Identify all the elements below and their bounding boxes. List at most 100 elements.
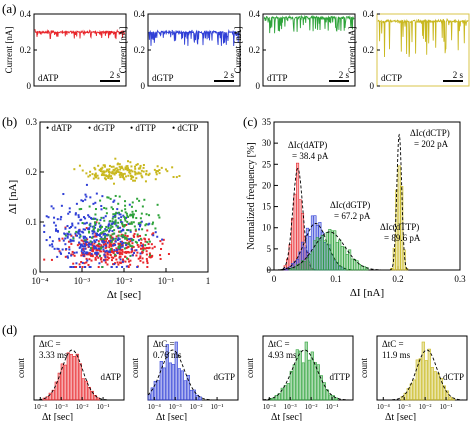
data-point-dGTP: [102, 216, 105, 219]
dwell-bar-dATP: [69, 353, 73, 401]
data-point-dATP: [110, 256, 113, 259]
data-point-dTTP: [102, 230, 105, 233]
data-point-dGTP: [120, 216, 123, 219]
data-point-dGTP: [135, 249, 138, 252]
data-point-dATP: [145, 257, 148, 260]
data-point-dATP: [126, 242, 129, 245]
data-point-dCTP: [121, 166, 124, 169]
data-point-dGTP: [94, 240, 97, 243]
legend-entry-dATP: • dATP: [46, 123, 72, 133]
dwell-bar-dTTP: [304, 341, 308, 401]
data-point-dCTP: [135, 177, 138, 180]
data-point-dATP: [93, 242, 96, 245]
data-point-dGTP: [94, 201, 97, 204]
data-point-dTTP: [134, 209, 137, 212]
dwell-bar-dTTP: [301, 362, 305, 401]
data-point-dATP: [137, 257, 140, 260]
current-trace-dATP: [34, 28, 126, 40]
data-point-dATP: [123, 251, 126, 254]
data-point-dTTP: [96, 230, 99, 233]
data-point-dCTP: [129, 172, 132, 175]
data-point-dATP: [110, 250, 113, 253]
data-point-dGTP: [102, 232, 105, 235]
data-point-dCTP: [134, 173, 137, 176]
y-axis-label: Current [nA]: [4, 27, 14, 74]
data-point-dGTP: [112, 215, 115, 218]
data-point-dGTP: [95, 251, 98, 254]
data-point-dGTP: [105, 249, 108, 252]
data-point-dGTP: [57, 230, 60, 233]
data-point-dCTP: [140, 169, 143, 172]
data-point-dTTP: [101, 266, 104, 268]
data-point-dATP: [126, 239, 129, 242]
data-point-dTTP: [114, 212, 117, 215]
histogram-bar-dATP: [291, 218, 295, 271]
data-point-dATP: [132, 234, 135, 237]
data-point-dTTP: [111, 217, 114, 220]
dwell-bar-dCTP: [439, 378, 443, 401]
data-point-dTTP: [114, 194, 117, 197]
data-point-dGTP: [122, 235, 125, 238]
x-axis-label: ΔI [nA]: [350, 287, 384, 299]
data-point-dGTP: [84, 252, 87, 255]
data-point-dATP: [85, 261, 88, 264]
data-point-dATP: [99, 250, 102, 253]
data-point-dATP: [121, 248, 124, 251]
dwell-name-dGTP: dGTP: [213, 372, 235, 382]
data-point-dATP: [120, 252, 123, 255]
data-point-dGTP: [82, 216, 85, 219]
data-point-dATP: [140, 247, 143, 250]
data-point-dGTP: [87, 228, 90, 231]
data-point-dTTP: [111, 233, 114, 236]
data-point-dATP: [108, 241, 111, 244]
data-point-dGTP: [75, 262, 78, 265]
data-point-dTTP: [151, 223, 154, 226]
data-point-dTTP: [158, 216, 161, 219]
data-point-dATP: [97, 245, 100, 248]
data-point-dTTP: [124, 241, 127, 244]
dwell-bar-dTTP: [298, 350, 302, 401]
data-point-dGTP: [82, 252, 85, 255]
data-point-dATP: [67, 240, 70, 243]
data-point-dGTP: [79, 266, 82, 268]
data-point-dTTP: [112, 213, 115, 216]
data-point-dGTP: [103, 259, 106, 262]
data-point-dATP: [103, 239, 106, 242]
data-point-dGTP: [73, 251, 76, 254]
data-point-dATP: [121, 244, 124, 247]
data-point-dGTP: [103, 253, 106, 256]
data-point-dTTP: [123, 217, 126, 220]
histogram-bar-dTTP: [310, 251, 314, 271]
data-point-dGTP: [70, 254, 73, 257]
data-point-dATP: [141, 257, 144, 260]
data-point-dCTP: [112, 168, 115, 171]
data-point-dGTP: [95, 247, 98, 250]
dwell-fit-dGTP: [147, 349, 238, 401]
dwell-bar-dCTP: [430, 367, 434, 401]
data-point-dTTP: [104, 237, 107, 240]
annotation-value-dATP: = 38.4 pA: [292, 151, 329, 161]
data-point-dATP: [72, 253, 75, 256]
data-point-dGTP: [78, 229, 81, 232]
y-tick-label: 0.2: [363, 45, 374, 55]
data-point-dATP: [144, 247, 147, 250]
y-tick-label: 30: [262, 138, 272, 148]
data-point-dGTP: [99, 224, 102, 227]
data-point-dCTP: [111, 170, 114, 173]
data-point-dATP: [130, 251, 133, 254]
data-point-dGTP: [154, 231, 157, 234]
data-point-dTTP: [144, 233, 147, 236]
data-point-dGTP: [84, 245, 87, 248]
data-point-dCTP: [154, 178, 157, 181]
data-point-dTTP: [92, 225, 95, 228]
data-point-dGTP: [88, 243, 91, 246]
dwell-fit-dTTP: [262, 349, 353, 401]
data-point-dATP: [43, 258, 46, 261]
data-point-dATP: [118, 256, 121, 259]
data-point-dGTP: [78, 241, 81, 244]
data-point-dGTP: [75, 251, 78, 254]
data-point-dCTP: [164, 168, 167, 171]
data-point-dGTP: [95, 238, 98, 241]
panel-label-c: (c): [243, 114, 257, 129]
